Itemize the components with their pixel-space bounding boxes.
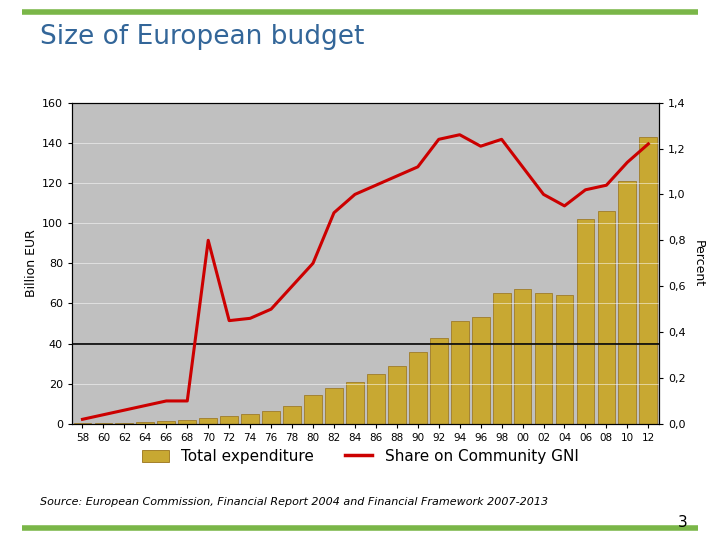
Bar <box>137 422 154 424</box>
Text: Source: European Commission, Financial Report 2004 and Financial Framework 2007-: Source: European Commission, Financial R… <box>40 496 548 507</box>
Bar <box>513 289 531 424</box>
Bar <box>451 321 469 424</box>
Text: 3: 3 <box>678 515 688 530</box>
Bar <box>262 411 280 424</box>
Bar <box>639 137 657 424</box>
Bar <box>492 293 510 424</box>
Bar <box>618 181 636 424</box>
Bar <box>115 423 133 424</box>
Bar <box>346 382 364 424</box>
Bar <box>94 423 112 424</box>
Bar <box>430 338 448 424</box>
Bar <box>388 366 406 424</box>
Bar <box>325 388 343 424</box>
Bar <box>241 414 259 424</box>
Bar <box>220 416 238 424</box>
Bar <box>179 421 196 424</box>
Bar <box>556 295 573 424</box>
Bar <box>409 352 427 424</box>
Y-axis label: Billion EUR: Billion EUR <box>24 230 37 297</box>
Bar <box>304 395 322 424</box>
Bar <box>472 318 490 424</box>
Bar <box>367 374 384 424</box>
Legend: Total expenditure, Share on Community GNI: Total expenditure, Share on Community GN… <box>135 443 585 470</box>
Y-axis label: Percent: Percent <box>692 240 705 287</box>
Bar <box>577 219 594 424</box>
Bar <box>158 422 175 424</box>
Bar <box>283 406 301 424</box>
Bar <box>199 418 217 424</box>
Bar <box>598 211 616 424</box>
Bar <box>73 423 91 424</box>
Text: Size of European budget: Size of European budget <box>40 24 364 50</box>
Bar <box>535 293 552 424</box>
